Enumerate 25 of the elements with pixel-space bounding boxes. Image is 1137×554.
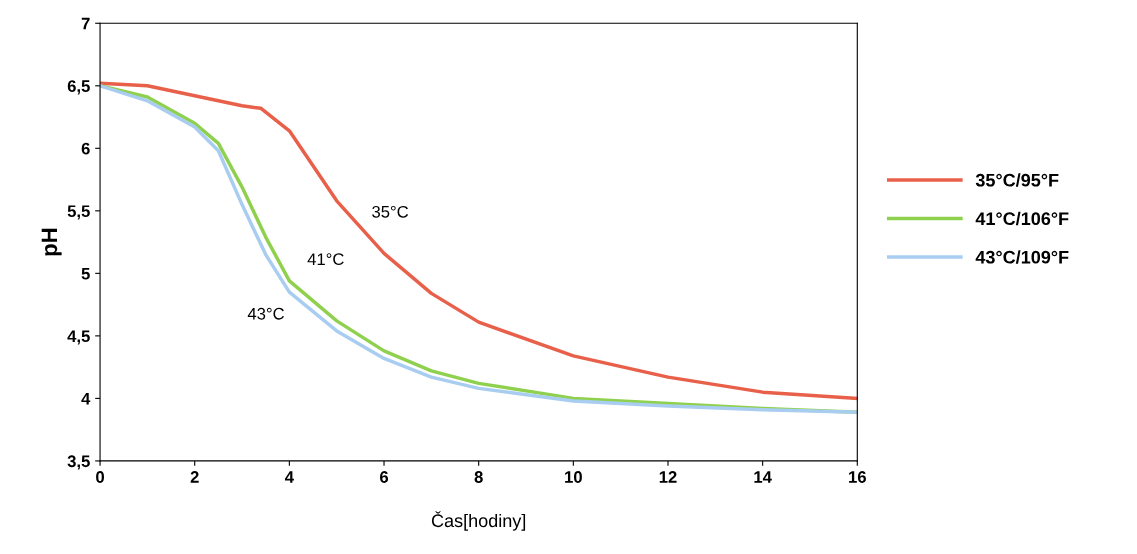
legend-label: 41°C/106°F (975, 211, 1069, 226)
annotation: 41°C (307, 253, 344, 266)
x-tick-label: 16 (849, 471, 866, 483)
y-tick-label: 4,5 (67, 330, 90, 345)
x-tick-label: 8 (474, 471, 483, 483)
x-tick-label: 6 (380, 471, 389, 483)
x-tick-label: 4 (284, 471, 294, 483)
annotation: 43°C (247, 307, 284, 320)
y-tick-label: 4 (81, 392, 91, 405)
legend-label: 43°C/109°F (975, 250, 1069, 264)
x-tick-label: 10 (565, 471, 582, 483)
y-tick-label: 6,5 (67, 80, 90, 95)
y-axis-title: pH (41, 228, 62, 256)
y-tick-label: 5,5 (67, 205, 90, 220)
y-tick-label: 5 (81, 267, 90, 280)
y-tick-label: 7 (81, 17, 90, 30)
x-axis-title: Čas[hodiny] (431, 511, 526, 531)
x-tick-label: 12 (659, 471, 677, 483)
y-tick-label: 6 (81, 142, 90, 155)
x-tick-label: 0 (96, 471, 105, 483)
x-tick-label: 14 (754, 471, 772, 483)
legend-label: 35°C/95°F (975, 173, 1059, 187)
x-tick-label: 2 (190, 471, 199, 483)
y-tick-label: 3,5 (67, 455, 90, 470)
annotation: 35°C (372, 205, 409, 218)
